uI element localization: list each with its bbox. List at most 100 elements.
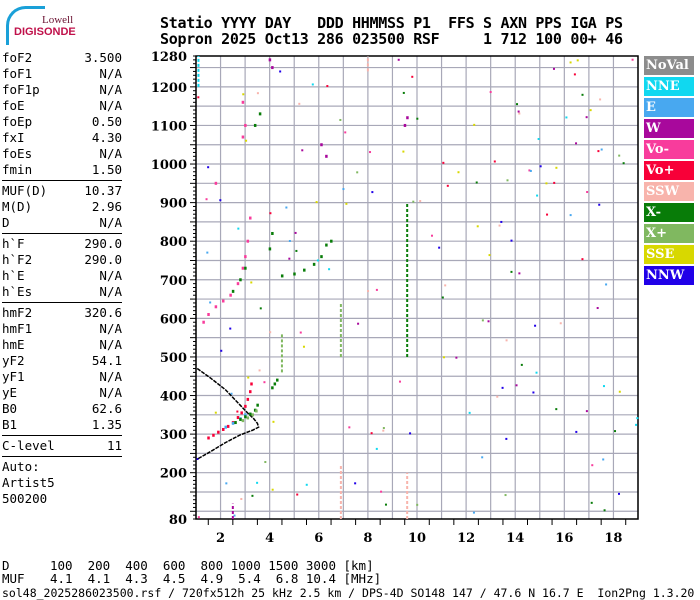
noise-point <box>197 96 200 99</box>
param-value: N/A <box>99 369 122 384</box>
noise-point <box>225 482 228 485</box>
echo-point <box>271 386 274 390</box>
param-row: fxI 4.30 <box>2 130 122 146</box>
noise-point <box>367 290 370 293</box>
noise-point <box>196 457 199 460</box>
param-row: foEs N/A <box>2 146 122 162</box>
echo-point <box>207 436 210 440</box>
echo-point <box>251 413 254 417</box>
param-row: h`E N/A <box>2 268 122 284</box>
noise-point <box>597 150 600 153</box>
muf-distance-row: D 100 200 400 600 800 1000 1500 3000 [km] <box>2 558 374 573</box>
noise-point <box>356 171 359 174</box>
noise-point <box>375 288 378 291</box>
echo-point <box>271 231 274 235</box>
param-value: 1.50 <box>91 162 122 177</box>
param-row: foF1p N/A <box>2 82 122 98</box>
param-name: yF1 <box>2 369 25 384</box>
noise-point <box>569 61 572 64</box>
noise-point <box>510 239 513 242</box>
param-name: hmF2 <box>2 305 33 320</box>
noise-point <box>442 356 445 359</box>
legend-item: NNW <box>644 266 694 285</box>
param-row: foEp 0.50 <box>2 114 122 130</box>
noise-point <box>488 254 491 257</box>
param-value: N/A <box>99 385 122 400</box>
noise-point <box>197 516 200 519</box>
param-name: foF1p <box>2 82 40 97</box>
x-tick-label: 14 <box>506 531 524 546</box>
param-value: N/A <box>99 268 122 283</box>
param-row: hmE N/A <box>2 337 122 353</box>
param-name: MUF(D) <box>2 183 48 198</box>
echo-point <box>330 239 333 243</box>
echo-point <box>236 282 240 286</box>
param-value: 320.6 <box>84 305 122 320</box>
echo-point <box>249 216 252 220</box>
noise-point <box>214 411 217 414</box>
noise-point <box>535 371 538 374</box>
echo-point <box>207 313 210 317</box>
noise-point <box>380 490 383 493</box>
noise-point <box>596 307 599 310</box>
echo-point <box>241 100 245 104</box>
echo-point <box>217 430 220 434</box>
y-tick-label: 1100 <box>151 119 187 134</box>
param-value: 0.50 <box>91 114 122 129</box>
noise-point <box>600 148 603 151</box>
legend-item: NoVal <box>644 56 694 75</box>
y-tick-label: 800 <box>160 235 187 250</box>
noise-point <box>635 423 638 426</box>
noise-point <box>315 201 318 204</box>
echo-point <box>239 278 242 282</box>
noise-point <box>301 149 304 152</box>
noise-point <box>481 319 484 322</box>
noise-point <box>475 181 478 184</box>
noise-point <box>302 345 305 348</box>
param-row: h`F2 290.0 <box>2 252 122 268</box>
echo-point <box>244 123 247 127</box>
echo-point <box>293 272 296 276</box>
noise-point <box>618 492 621 495</box>
param-name: foEp <box>2 114 33 129</box>
param-name: hmE <box>2 337 25 352</box>
noise-point <box>382 429 385 432</box>
param-row: foF1 N/A <box>2 66 122 82</box>
echo-point <box>255 409 258 413</box>
param-value: 2.96 <box>91 199 122 214</box>
param-row: M(D) 2.96 <box>2 199 122 215</box>
noise-point <box>441 296 444 299</box>
noise-point <box>412 200 415 203</box>
param-value: N/A <box>99 321 122 336</box>
noise-point <box>622 162 625 165</box>
y-tick-label: 900 <box>160 197 187 212</box>
noise-point <box>487 320 490 323</box>
param-name: foF1 <box>2 66 33 81</box>
echo-point <box>246 239 250 243</box>
noise-point <box>472 511 475 514</box>
noise-point <box>575 430 578 433</box>
noise-point <box>402 150 405 153</box>
legend-item: SSW <box>644 182 694 201</box>
noise-point <box>573 73 576 76</box>
echo-point <box>325 154 328 158</box>
noise-point <box>375 447 378 450</box>
ionogram-chart: 80 200 300 400 500 600 700 800 900 1000 1100 1200 12… <box>151 50 639 546</box>
noise-point <box>269 331 272 334</box>
digisonde-logo: Lowell DIGISONDE <box>4 6 84 45</box>
param-name: B1 <box>2 417 18 432</box>
noise-point <box>589 109 592 112</box>
noise-point <box>339 118 342 121</box>
noise-point <box>240 497 243 500</box>
param-value: 1.35 <box>91 417 122 432</box>
param-row: foE N/A <box>2 98 122 114</box>
noise-point <box>295 249 298 252</box>
noise-point <box>245 139 248 142</box>
noise-point <box>416 503 419 506</box>
noise-point <box>520 363 523 366</box>
noise-point <box>430 234 433 237</box>
noise-point <box>345 202 348 205</box>
legend-item: X+ <box>644 224 694 243</box>
noise-point <box>207 166 210 169</box>
noise-point <box>517 110 520 113</box>
